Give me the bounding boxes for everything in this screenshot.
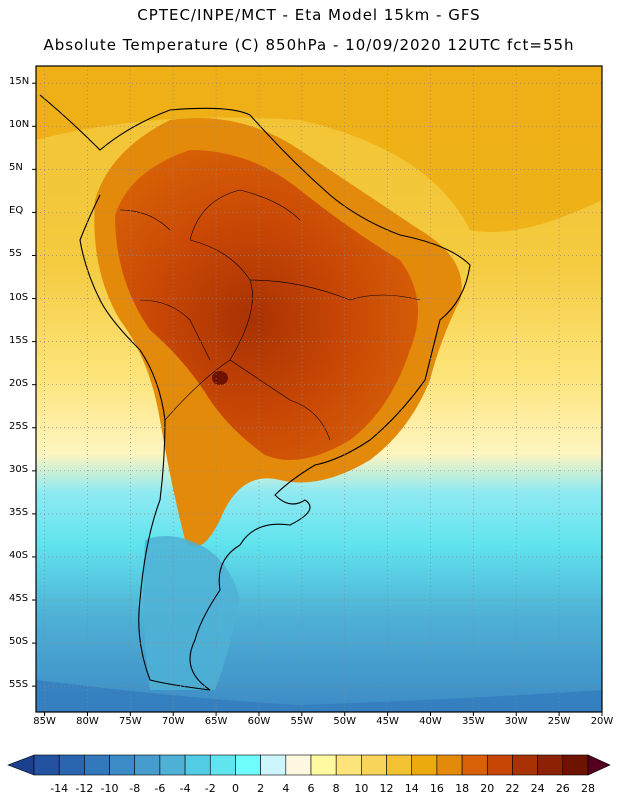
colorbar-tick-label: -12 [75,782,94,795]
colorbar-swatch [134,754,161,776]
colorbar-tick-label: 26 [555,782,570,795]
colorbar-tick-label: 4 [282,782,290,795]
colorbar-tick-label: 16 [429,782,444,795]
colorbar-tick-label: 28 [581,782,595,795]
lat-label: EQ [9,205,24,217]
colorbar-swatch [335,754,362,776]
lon-label: 25W [547,716,571,727]
colorbar-tick-label: -6 [154,782,166,795]
colorbar-swatch [512,754,538,776]
colorbar-tick-label: 6 [307,782,315,795]
colorbar-swatch [285,754,312,776]
colorbar-tick-label: 0 [231,782,239,795]
lat-label: 50S [9,636,29,648]
lat-label: 40S [9,549,29,561]
colorbar-tick-label: 2 [257,782,265,795]
lon-label: 55W [290,716,314,727]
colorbar-swatch [537,754,564,776]
lat-label: 15S [9,334,29,346]
colorbar-swatch [361,754,387,776]
coastline [39,94,471,691]
lon-label: 40W [419,716,442,727]
colorbar-tick-label: -8 [129,782,141,795]
colorbar-tick-label: 18 [455,782,470,795]
lon-label: 45W [376,716,399,727]
lat-label: 55S [9,679,29,691]
colorbar-tick-label: 22 [505,782,520,795]
temperature-map [32,65,603,716]
colorbar-swatch [235,754,261,776]
colorbar-swatch [184,754,211,776]
lon-label: 35W [462,716,485,727]
map-title-line1: CPTEC/INPE/MCT - Eta Model 15km - GFS [137,6,481,24]
colorbar-swatch [33,754,60,776]
colorbar-max-arrow [587,754,611,776]
lon-label: 60W [247,716,271,727]
colorbar-tick-label: -2 [204,782,216,795]
lat-label: 15N [9,76,30,88]
colorbar-swatch [84,754,110,776]
colorbar-tick-label: -10 [100,782,119,795]
colorbar-swatch [486,754,513,776]
colorbar-tick-label: 10 [354,782,369,795]
colorbar-swatch [159,754,186,776]
colorbar-swatch [109,754,136,776]
colorbar-tick-label: 12 [379,782,394,795]
map-title-line2: Absolute Temperature (C) 850hPa - 10/09/… [43,36,575,54]
colorbar [7,754,611,776]
country-borders [119,189,421,441]
colorbar-swatch [436,754,463,776]
lon-label: 50W [333,716,357,727]
colorbar-tick-label: 14 [404,782,419,795]
lat-label: 5N [9,162,23,174]
lat-label: 5S [9,248,22,260]
lon-label: 30W [504,716,528,727]
colorbar-tick-label: 8 [332,782,340,795]
colorbar-tick-label: -14 [50,782,69,795]
lon-label: 20W [590,716,614,727]
lat-label: 10S [9,291,29,303]
lon-label: 75W [119,716,142,727]
lat-label: 35S [9,506,29,518]
colorbar-swatch [260,754,287,776]
lat-label: 20S [9,377,29,389]
colorbar-tick-label: 20 [480,782,495,795]
colorbar-swatch [411,754,438,776]
lat-label: 45S [9,593,29,605]
lon-label: 65W [204,716,228,727]
map-frame [35,65,603,713]
lon-label: 85W [33,716,56,727]
lat-label: 10N [9,119,30,131]
lon-label: 80W [76,716,99,727]
colorbar-swatch [58,754,85,776]
lat-label: 25S [9,420,29,432]
colorbar-swatch [209,754,236,776]
colorbar-swatch [461,754,488,776]
colorbar-min-arrow [7,754,35,776]
colorbar-tick-label: 24 [530,782,545,795]
axis-ticks [32,82,603,716]
colorbar-swatch [386,754,413,776]
lat-label: 30S [9,463,29,475]
colorbar-swatch [310,754,337,776]
colorbar-swatch [562,754,589,776]
lon-label: 70W [161,716,185,727]
colorbar-tick-label: -4 [179,782,191,795]
